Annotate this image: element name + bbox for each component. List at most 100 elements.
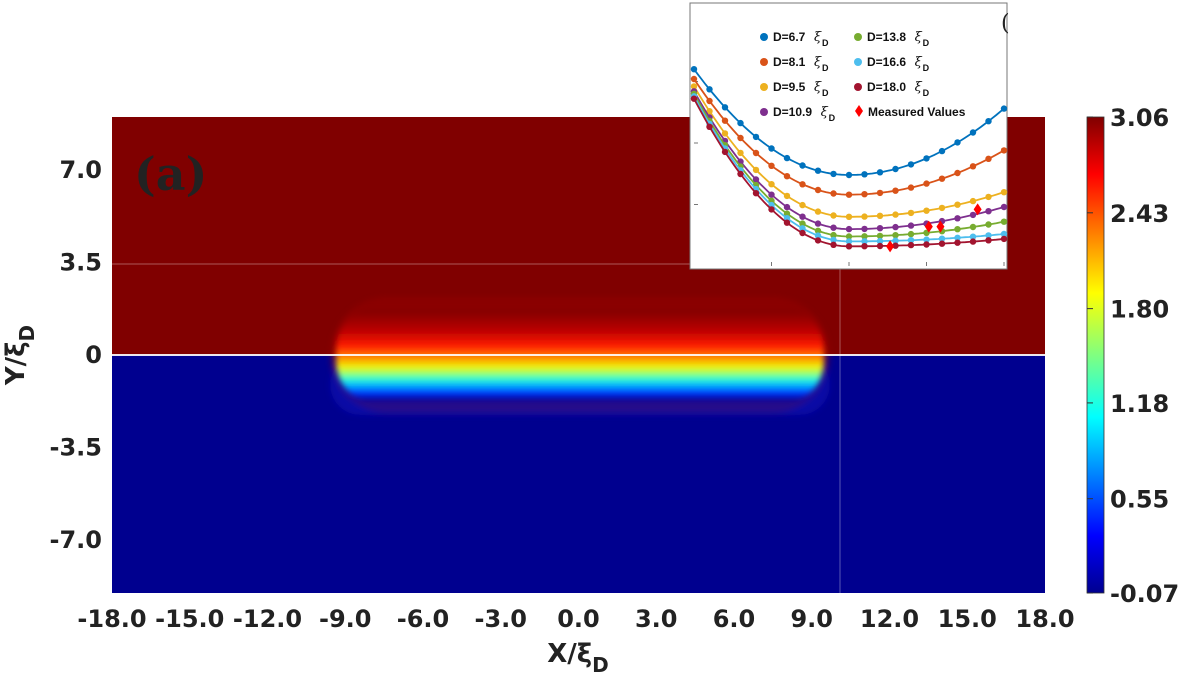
x-tick-label: -3.0 — [475, 605, 527, 633]
x-tick-label: 12.0 — [860, 605, 919, 633]
legend-label: D=16.6 — [867, 55, 906, 69]
inset-series-point — [1000, 230, 1008, 238]
inset-series-point — [783, 210, 791, 217]
inset-series-point — [845, 213, 853, 220]
inset-series-point — [814, 208, 822, 215]
legend-unit-subscript: D — [822, 63, 829, 73]
inset-series-point — [892, 165, 899, 173]
inset-series-point — [783, 215, 791, 222]
inset-series-point — [861, 233, 868, 240]
inset-series-point — [706, 86, 713, 93]
inset-series-point — [938, 147, 946, 155]
inset-series-point — [830, 241, 837, 248]
inset-series-point — [954, 169, 961, 177]
legend-unit-subscript: D — [923, 63, 930, 73]
legend-item: D=16.6 ξ D — [854, 55, 930, 73]
inset-series-point — [690, 83, 698, 90]
colorbar-tick-label: 0.55 — [1110, 486, 1169, 514]
colorbar-tick-labels: 3.06 2.43 1.80 1.18 0.55 -0.07 — [1087, 104, 1179, 608]
inset-series-point — [938, 204, 946, 212]
inset-series-point — [876, 242, 884, 250]
inset-series-point — [737, 170, 744, 178]
colorbar: 3.06 2.43 1.80 1.18 0.55 -0.07 — [1086, 104, 1179, 608]
inset-series-point — [814, 237, 822, 244]
inset-series-point — [861, 171, 868, 178]
inset-series-point — [690, 66, 698, 73]
inset-series-point — [1000, 235, 1008, 243]
inset-series-point — [845, 171, 853, 179]
legend-unit-subscript: D — [822, 88, 829, 98]
inset-series-point — [814, 232, 822, 239]
inset-series-point — [799, 201, 806, 209]
inset-series-point — [923, 180, 930, 187]
inset-series-point — [985, 118, 992, 125]
inset-series-point — [799, 181, 806, 188]
x-axis-label: X/ξD — [547, 639, 609, 677]
y-tick-label: 3.5 — [59, 248, 102, 276]
inset-series-point — [985, 193, 992, 201]
legend-label: D=8.1 — [773, 55, 806, 69]
legend-unit: ξ — [814, 30, 822, 45]
panel-label: (a) — [134, 147, 207, 201]
inset-series-point — [721, 117, 729, 124]
inset-series-point — [1000, 189, 1008, 196]
x-tick-label: 0.0 — [557, 605, 600, 633]
legend-label: Measured Values — [868, 105, 966, 119]
inset-series-point — [721, 104, 729, 111]
legend-unit-subscript: D — [829, 113, 836, 123]
inset-series-point — [892, 237, 899, 244]
legend-marker — [760, 33, 768, 41]
inset-series-point — [1000, 218, 1008, 225]
y-tick-label: 0 — [85, 341, 102, 369]
inset-series-point — [954, 239, 961, 246]
inset-series-point — [799, 213, 806, 220]
x-tick-label: -9.0 — [319, 605, 371, 633]
colorbar-tick-label: 1.18 — [1110, 390, 1169, 418]
colorbar-tick-label: -0.07 — [1110, 580, 1179, 608]
inset-series-point — [969, 223, 977, 231]
inset-frame — [689, 2, 1008, 270]
legend-marker — [760, 58, 768, 66]
y-tick-label: -7.0 — [50, 526, 102, 554]
measured-point — [924, 220, 933, 233]
inset-series-point — [830, 236, 837, 244]
inset-series-point — [814, 220, 822, 227]
inset-series-point — [861, 225, 868, 233]
inset-series-point — [892, 187, 899, 194]
x-tick-label: -6.0 — [397, 605, 449, 633]
inset-ticks — [694, 81, 1005, 266]
measured-point — [936, 220, 945, 233]
legend-item: D=6.7 ξ D — [760, 30, 829, 48]
y-tick-label: -3.5 — [50, 434, 102, 462]
inset-series-point — [706, 108, 713, 115]
legend-label: D=10.9 — [773, 105, 812, 119]
legend-marker — [855, 105, 863, 117]
legend-unit-subscript: D — [923, 38, 930, 48]
inset-series-point — [954, 201, 961, 208]
legend-unit: ξ — [915, 30, 923, 45]
inset-series-point — [876, 189, 884, 197]
legend-item: D=10.9 ξ D — [760, 105, 836, 123]
inset-series-point — [768, 181, 775, 188]
inset-series-point — [830, 170, 837, 178]
inset-series-point — [737, 119, 744, 127]
inset-series-point — [768, 191, 775, 198]
inset-series-point — [845, 243, 853, 250]
inset-series-point — [752, 190, 760, 197]
inset-series-point — [783, 203, 791, 211]
inset-series-point — [861, 243, 868, 250]
inset-series-point — [876, 169, 884, 176]
inset-series-point — [985, 232, 992, 239]
legend-unit: ξ — [821, 105, 829, 120]
inset-series-point — [783, 173, 791, 180]
x-tick-label: 15.0 — [938, 605, 997, 633]
legend-item: D=8.1 ξ D — [760, 55, 829, 73]
inset-series-point — [768, 162, 775, 169]
legend-unit: ξ — [814, 55, 822, 70]
inset-series-point — [768, 145, 775, 152]
inset-chart: ( D=6.7 ξ DD=8.1 ξ DD=9.5 ξ DD=10.9 ξ DD=13.8 ξ DD… — [689, 2, 1010, 270]
inset-series-point — [938, 175, 946, 182]
inset-series-point — [814, 167, 822, 174]
inset-series-point — [861, 191, 868, 198]
